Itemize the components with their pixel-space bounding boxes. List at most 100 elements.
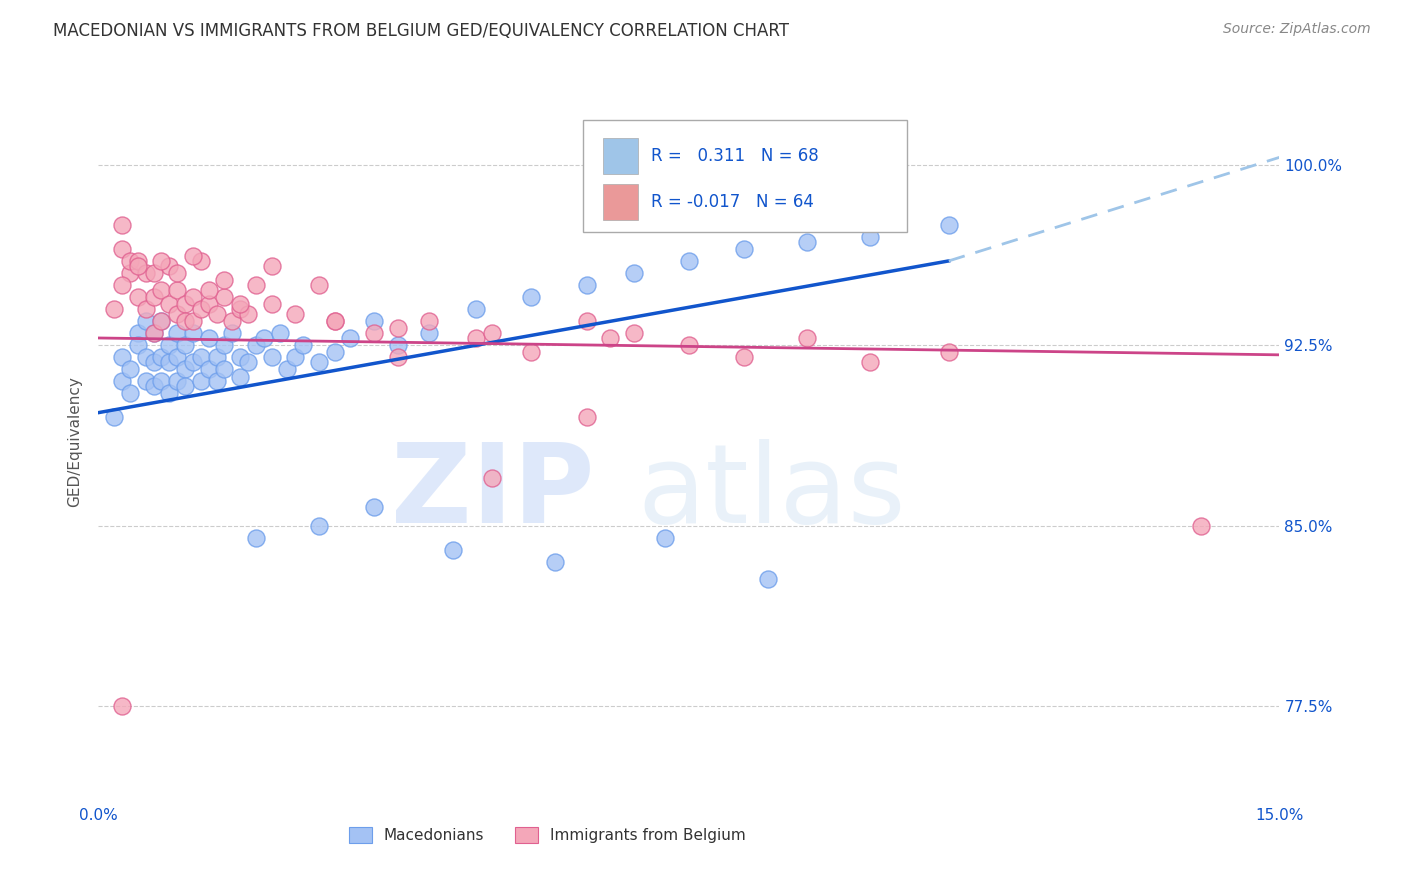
Point	[245, 531, 267, 545]
Point	[190, 302, 212, 317]
Point	[253, 331, 276, 345]
Point	[174, 297, 197, 311]
Point	[260, 350, 283, 364]
Point	[157, 338, 180, 352]
Point	[308, 355, 330, 369]
Y-axis label: GED/Equivalency: GED/Equivalency	[67, 376, 83, 507]
Point	[111, 699, 134, 714]
Point	[323, 345, 346, 359]
Point	[127, 338, 149, 352]
Point	[245, 338, 267, 352]
Point	[174, 362, 197, 376]
Point	[214, 362, 236, 376]
Point	[111, 374, 134, 388]
Point	[197, 362, 219, 376]
Point	[575, 277, 598, 292]
Point	[733, 242, 755, 256]
Point	[756, 572, 779, 586]
Point	[599, 331, 621, 345]
Point	[575, 314, 598, 328]
Point	[292, 338, 315, 352]
Point	[245, 277, 267, 292]
Point	[127, 259, 149, 273]
Point	[135, 266, 157, 280]
Point	[181, 314, 204, 328]
Point	[205, 307, 228, 321]
Point	[214, 338, 236, 352]
Point	[103, 302, 125, 317]
Point	[520, 290, 543, 304]
Point	[181, 249, 204, 263]
Point	[859, 229, 882, 244]
Text: MACEDONIAN VS IMMIGRANTS FROM BELGIUM GED/EQUIVALENCY CORRELATION CHART: MACEDONIAN VS IMMIGRANTS FROM BELGIUM GE…	[53, 22, 789, 40]
Point	[142, 266, 165, 280]
Point	[181, 290, 204, 304]
Point	[229, 350, 252, 364]
Point	[481, 326, 503, 340]
Point	[150, 314, 173, 328]
Point	[157, 259, 180, 273]
Point	[387, 321, 409, 335]
Point	[157, 297, 180, 311]
Text: ZIP: ZIP	[391, 439, 595, 546]
Point	[418, 314, 440, 328]
Point	[150, 314, 173, 328]
Point	[118, 362, 141, 376]
Point	[111, 242, 134, 256]
Point	[308, 277, 330, 292]
Point	[1189, 519, 1212, 533]
Point	[166, 374, 188, 388]
Point	[520, 345, 543, 359]
Point	[465, 302, 488, 317]
Point	[339, 331, 361, 345]
Point	[363, 326, 385, 340]
Point	[269, 326, 291, 340]
Point	[166, 266, 188, 280]
Point	[190, 350, 212, 364]
Point	[197, 297, 219, 311]
Point	[236, 355, 259, 369]
Point	[166, 350, 188, 364]
Point	[229, 297, 252, 311]
Point	[276, 362, 298, 376]
Text: R = -0.017   N = 64: R = -0.017 N = 64	[651, 193, 814, 211]
Point	[323, 314, 346, 328]
Point	[111, 350, 134, 364]
Bar	[603, 138, 638, 174]
Point	[142, 326, 165, 340]
Point	[654, 531, 676, 545]
Point	[387, 338, 409, 352]
Bar	[603, 184, 638, 219]
Point	[214, 290, 236, 304]
Point	[150, 374, 173, 388]
Point	[127, 254, 149, 268]
Point	[221, 314, 243, 328]
Point	[111, 277, 134, 292]
Point	[150, 283, 173, 297]
Point	[481, 470, 503, 484]
Point	[205, 374, 228, 388]
Point	[938, 345, 960, 359]
Point	[678, 254, 700, 268]
Text: atlas: atlas	[637, 439, 905, 546]
Point	[678, 338, 700, 352]
Point	[796, 331, 818, 345]
Point	[190, 254, 212, 268]
Point	[221, 326, 243, 340]
Point	[214, 273, 236, 287]
Point	[575, 410, 598, 425]
Point	[465, 331, 488, 345]
Point	[127, 290, 149, 304]
Point	[150, 350, 173, 364]
Point	[174, 338, 197, 352]
Point	[103, 410, 125, 425]
Text: R =   0.311   N = 68: R = 0.311 N = 68	[651, 147, 818, 165]
Point	[142, 379, 165, 393]
Point	[118, 254, 141, 268]
Point	[623, 326, 645, 340]
Point	[323, 314, 346, 328]
Legend: Macedonians, Immigrants from Belgium: Macedonians, Immigrants from Belgium	[343, 822, 752, 849]
Point	[284, 307, 307, 321]
Point	[544, 555, 567, 569]
Point	[166, 283, 188, 297]
